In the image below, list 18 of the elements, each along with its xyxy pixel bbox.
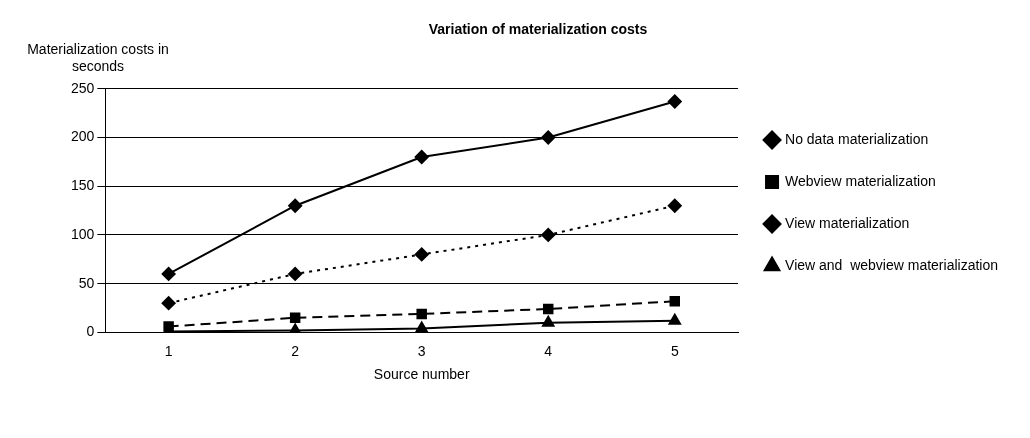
x-tick-label: 2 xyxy=(291,342,300,359)
y-tick-label: 100 xyxy=(71,225,95,242)
x-tick-label: 1 xyxy=(164,342,173,359)
legend-label: Webview materialization xyxy=(785,172,936,189)
x-tick-label: 4 xyxy=(544,342,553,359)
legend-label: View materialization xyxy=(785,214,910,231)
y-tick-label: 200 xyxy=(71,128,95,145)
y-axis-title: Materialization costs in seconds xyxy=(27,40,169,74)
y-tick-label: 150 xyxy=(71,177,95,194)
y-tick-label: 250 xyxy=(71,79,95,96)
chart-title: Variation of materialization costs xyxy=(428,21,648,38)
legend-label: View and webview materialization xyxy=(785,256,999,273)
legend-label: No data materialization xyxy=(785,130,929,147)
x-tick-label: 5 xyxy=(670,342,679,359)
x-axis-title: Source number xyxy=(373,366,470,383)
x-tick-label: 3 xyxy=(417,342,426,359)
y-tick-label: 0 xyxy=(86,323,95,340)
y-tick-label: 50 xyxy=(78,274,95,291)
